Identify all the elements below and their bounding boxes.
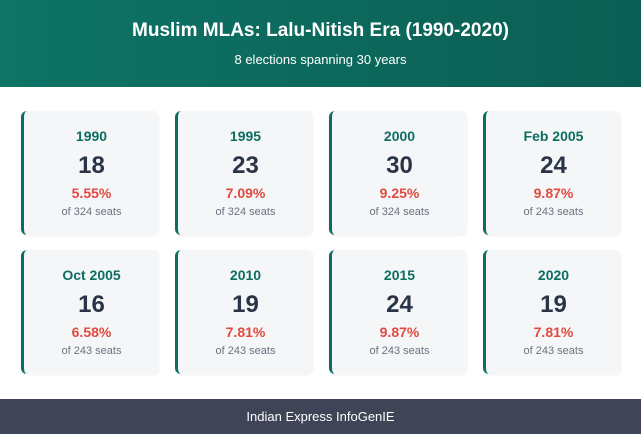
card-count: 19 xyxy=(540,291,567,318)
election-card-oct-2005: Oct 2005 16 6.58% of 243 seats xyxy=(21,250,159,374)
card-seats: of 324 seats xyxy=(369,206,430,218)
card-count: 16 xyxy=(78,291,105,318)
card-year: 2015 xyxy=(383,267,416,283)
card-seats: of 324 seats xyxy=(61,206,122,218)
election-card-2000: 2000 30 9.25% of 324 seats xyxy=(329,111,467,235)
card-year: 1990 xyxy=(75,128,108,144)
card-seats: of 243 seats xyxy=(523,206,584,218)
page-subtitle: 8 elections spanning 30 years xyxy=(234,52,407,67)
election-card-2015: 2015 24 9.87% of 243 seats xyxy=(329,250,467,374)
card-year: 2020 xyxy=(537,267,570,283)
card-seats: of 243 seats xyxy=(61,345,122,357)
card-percent: 9.87% xyxy=(533,185,574,201)
card-percent: 7.81% xyxy=(533,324,574,340)
election-card-1995: 1995 23 7.09% of 324 seats xyxy=(175,111,313,235)
election-card-1990: 1990 18 5.55% of 324 seats xyxy=(21,111,159,235)
page-title: Muslim MLAs: Lalu-Nitish Era (1990-2020) xyxy=(132,20,509,41)
card-percent: 6.58% xyxy=(71,324,112,340)
election-card-2010: 2010 19 7.81% of 243 seats xyxy=(175,250,313,374)
card-percent: 7.09% xyxy=(225,185,266,201)
card-percent: 9.25% xyxy=(379,185,420,201)
card-count: 24 xyxy=(386,291,413,318)
header-banner: Muslim MLAs: Lalu-Nitish Era (1990-2020)… xyxy=(0,0,641,87)
card-count: 19 xyxy=(232,291,259,318)
card-count: 18 xyxy=(78,152,105,179)
election-card-feb-2005: Feb 2005 24 9.87% of 243 seats xyxy=(483,111,621,235)
card-percent: 9.87% xyxy=(379,324,420,340)
card-count: 23 xyxy=(232,152,259,179)
card-year: 2000 xyxy=(383,128,416,144)
card-year: 1995 xyxy=(229,128,262,144)
footer-credit: Indian Express InfoGenIE xyxy=(0,399,641,434)
election-card-2020: 2020 19 7.81% of 243 seats xyxy=(483,250,621,374)
card-year: Oct 2005 xyxy=(62,267,121,283)
card-percent: 5.55% xyxy=(71,185,112,201)
card-year: 2010 xyxy=(229,267,262,283)
card-seats: of 324 seats xyxy=(215,206,276,218)
card-count: 30 xyxy=(386,152,413,179)
card-count: 24 xyxy=(540,152,567,179)
card-seats: of 243 seats xyxy=(523,345,584,357)
card-percent: 7.81% xyxy=(225,324,266,340)
card-seats: of 243 seats xyxy=(215,345,276,357)
card-seats: of 243 seats xyxy=(369,345,430,357)
election-cards-grid: 1990 18 5.55% of 324 seats 1995 23 7.09%… xyxy=(21,111,621,374)
card-year: Feb 2005 xyxy=(523,128,584,144)
